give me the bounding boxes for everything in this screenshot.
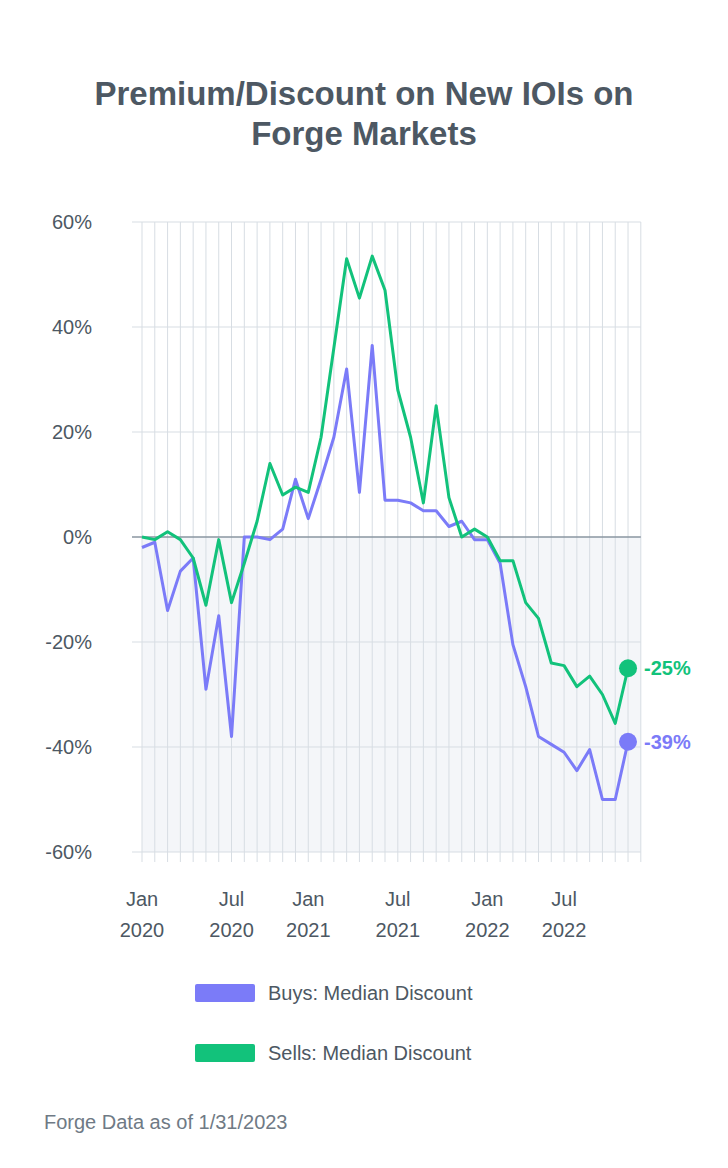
y-tick-label: 60%	[52, 211, 92, 233]
x-grid-line	[589, 222, 590, 862]
x-grid-line	[538, 222, 539, 862]
x-grid-line	[423, 222, 424, 862]
y-tick-label: 0%	[63, 526, 92, 548]
x-grid-line	[500, 222, 501, 862]
x-grid-line	[628, 222, 629, 862]
x-grid-line	[397, 222, 398, 862]
negative-area	[142, 537, 641, 852]
x-grid-line	[359, 222, 360, 862]
footnote: Forge Data as of 1/31/2023	[44, 1111, 288, 1133]
x-grid-line	[448, 222, 449, 862]
y-tick-label: 20%	[52, 421, 92, 443]
x-grid-line	[282, 222, 283, 862]
end-marker	[619, 733, 637, 751]
y-grid-line	[132, 432, 641, 433]
x-grid-line	[231, 222, 232, 862]
x-tick-label: Jul2020	[209, 888, 254, 941]
x-grid-line	[257, 222, 258, 862]
y-grid-line	[132, 852, 641, 853]
x-grid-line	[640, 222, 641, 862]
x-grid-line	[193, 222, 194, 862]
x-grid-line	[461, 222, 462, 862]
x-grid-line	[602, 222, 603, 862]
y-tick-label: -20%	[45, 631, 92, 653]
y-grid-line	[132, 327, 641, 328]
y-tick-label: -40%	[45, 736, 92, 758]
x-grid-line	[346, 222, 347, 862]
x-grid-line	[564, 222, 565, 862]
x-grid-line	[525, 222, 526, 862]
series-line	[142, 256, 628, 723]
x-tick-label: Jan2021	[286, 888, 331, 941]
y-grid-line	[132, 222, 641, 223]
x-grid-line	[308, 222, 309, 862]
x-grid-line	[333, 222, 334, 862]
x-grid-line	[410, 222, 411, 862]
x-grid-line	[474, 222, 475, 862]
x-tick-label: Jan2022	[465, 888, 510, 941]
x-grid-line	[615, 222, 616, 862]
x-grid-line	[142, 222, 143, 862]
x-grid-line	[576, 222, 577, 862]
y-grid-line	[132, 642, 641, 643]
x-grid-line	[436, 222, 437, 862]
x-tick-label: Jan2020	[120, 888, 165, 941]
end-marker	[619, 659, 637, 677]
x-grid-line	[167, 222, 168, 862]
series-line	[142, 345, 628, 799]
data-label: -39%	[644, 731, 691, 753]
x-grid-line	[321, 222, 322, 862]
x-grid-line	[205, 222, 206, 862]
x-grid-line	[372, 222, 373, 862]
x-grid-line	[551, 222, 552, 862]
legend-swatch	[195, 1044, 255, 1062]
x-tick-label: Jul2021	[376, 888, 421, 941]
title: Premium/Discount on New IOIs onForge Mar…	[94, 75, 633, 152]
chart: Premium/Discount on New IOIs onForge Mar…	[0, 0, 728, 1168]
y-grid-line	[132, 747, 641, 748]
x-grid-line	[269, 222, 270, 862]
legend-label: Buys: Median Discount	[268, 982, 473, 1004]
x-grid-line	[385, 222, 386, 862]
legend-swatch	[195, 984, 255, 1002]
x-grid-line	[295, 222, 296, 862]
legend-label: Sells: Median Discount	[268, 1042, 472, 1064]
y-tick-label: 40%	[52, 316, 92, 338]
x-tick-label: Jul2022	[542, 888, 587, 941]
plot-area	[142, 256, 637, 799]
x-grid-line	[512, 222, 513, 862]
data-label: -25%	[644, 657, 691, 679]
y-tick-label: -60%	[45, 841, 92, 863]
y-grid-line	[132, 536, 641, 538]
